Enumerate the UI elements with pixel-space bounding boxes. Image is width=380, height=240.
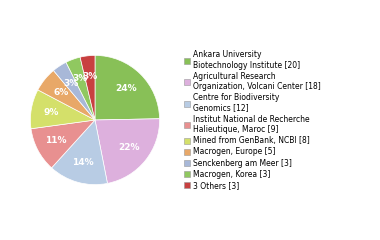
Text: 6%: 6% <box>53 88 68 97</box>
Wedge shape <box>95 55 160 120</box>
Legend: Ankara University
Biotechnology Institute [20], Agricultural Research
Organizati: Ankara University Biotechnology Institut… <box>184 50 321 190</box>
Text: 3%: 3% <box>72 74 87 83</box>
Text: 9%: 9% <box>44 108 59 117</box>
Text: 11%: 11% <box>45 136 67 145</box>
Wedge shape <box>31 120 95 168</box>
Wedge shape <box>52 120 108 185</box>
Text: 3%: 3% <box>82 72 98 81</box>
Text: 3%: 3% <box>63 79 78 88</box>
Wedge shape <box>66 57 95 120</box>
Text: 22%: 22% <box>119 143 140 152</box>
Wedge shape <box>80 55 95 120</box>
Wedge shape <box>54 62 95 120</box>
Text: 24%: 24% <box>115 84 137 93</box>
Wedge shape <box>38 71 95 120</box>
Wedge shape <box>95 119 160 183</box>
Text: 14%: 14% <box>72 158 94 167</box>
Wedge shape <box>30 90 95 129</box>
